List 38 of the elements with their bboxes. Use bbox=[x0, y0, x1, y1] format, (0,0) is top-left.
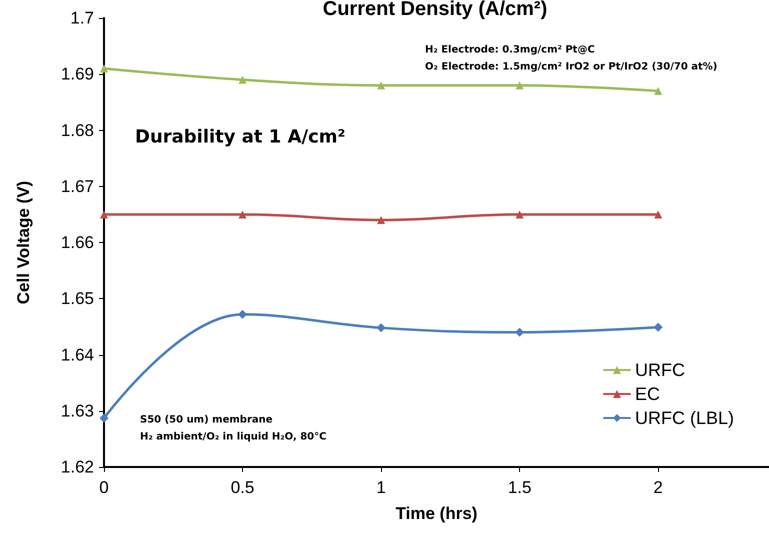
point bbox=[100, 64, 108, 73]
x-tick-label: 1 bbox=[376, 478, 386, 497]
x-axis-title: Time (hrs) bbox=[396, 504, 478, 523]
point bbox=[238, 76, 247, 84]
legend-label: URFC (LBL) bbox=[634, 408, 734, 428]
x-tick-label: 2 bbox=[653, 478, 663, 497]
point bbox=[100, 210, 108, 218]
y-tick-label: 1.65 bbox=[60, 289, 94, 308]
y-axis-title: Cell Voltage (V) bbox=[14, 180, 33, 304]
y-tick-label: 1.7 bbox=[70, 8, 94, 28]
y-tick-label: 1.62 bbox=[60, 458, 94, 476]
point bbox=[654, 86, 662, 95]
point bbox=[377, 81, 386, 90]
point bbox=[516, 81, 524, 90]
y-tick-label: 1.63 bbox=[60, 401, 94, 420]
y-tick-label: 1.67 bbox=[60, 176, 94, 196]
chart-title: Current Density (A/cm²) bbox=[322, 0, 548, 20]
point bbox=[376, 323, 386, 332]
annotation: S50 (50 um) membrane bbox=[140, 414, 273, 426]
point bbox=[654, 322, 663, 332]
y-tick-label: 1.64 bbox=[60, 345, 94, 364]
point bbox=[654, 210, 662, 218]
y-tick-label: 1.69 bbox=[60, 64, 94, 84]
annotation: O₂ Electrode: 1.5mg/cm² IrO2 or Pt/IrO2 (30/70 at%) bbox=[425, 62, 718, 72]
x-tick-label: 0 bbox=[99, 478, 109, 497]
legend-label: URFC bbox=[634, 360, 685, 380]
annotation: Durability at 1 A/cm² bbox=[135, 126, 346, 148]
legend-label: EC bbox=[634, 384, 660, 404]
x-tick-label: 0.5 bbox=[230, 478, 254, 497]
point bbox=[100, 414, 108, 423]
point bbox=[516, 210, 524, 218]
y-tick-label: 1.68 bbox=[60, 120, 94, 140]
point bbox=[238, 210, 247, 218]
point bbox=[377, 216, 386, 224]
annotation: H₂ ambient/O₂ in liquid H₂O, 80°C bbox=[140, 432, 326, 442]
y-tick-label: 1.66 bbox=[60, 233, 94, 252]
x-tick-label: 1.5 bbox=[508, 478, 532, 497]
annotation: H₂ Electrode: 0.3mg/cm² Pt@C bbox=[425, 44, 595, 56]
